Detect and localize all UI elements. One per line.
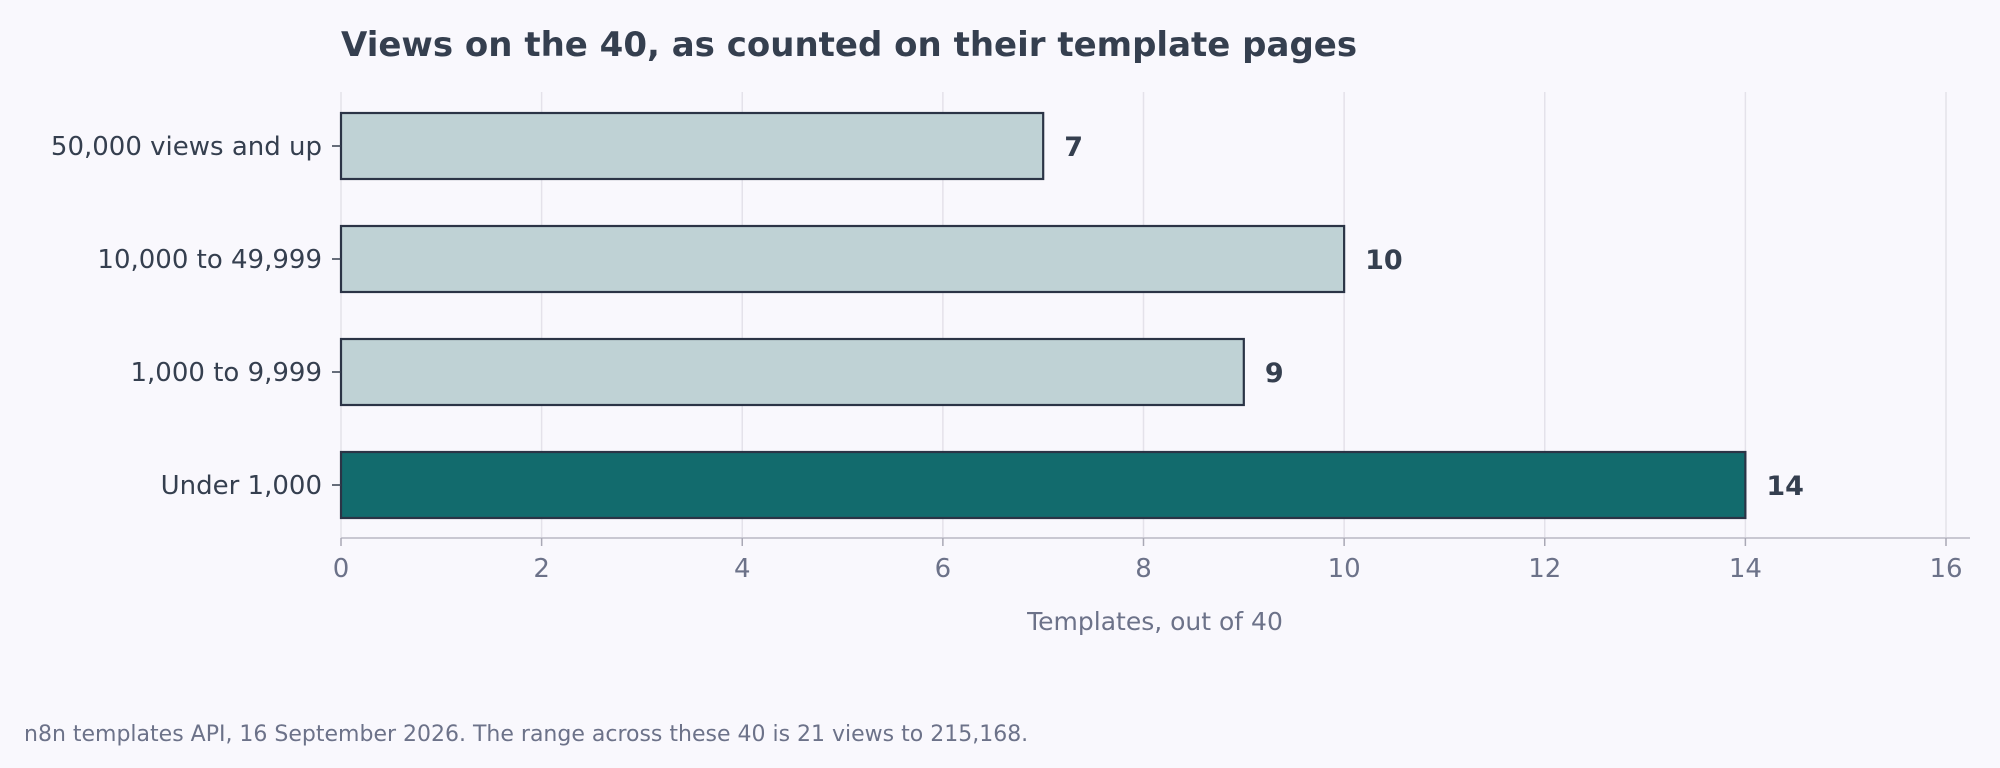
x-tick-label: 12 (1528, 554, 1561, 584)
bar (339, 111, 1045, 181)
chart-title: Views on the 40, as counted on their tem… (341, 25, 1357, 65)
bars (339, 111, 1747, 520)
bar (339, 224, 1346, 294)
x-axis: 0 2 4 6 8 10 12 14 16 (333, 537, 1970, 584)
bar (339, 450, 1747, 520)
x-tick-label: 8 (1135, 554, 1152, 584)
x-tick-label: 2 (533, 554, 550, 584)
x-axis-label: Templates, out of 40 (1026, 607, 1283, 636)
category-label: Under 1,000 (161, 471, 322, 501)
category-label: 1,000 to 9,999 (131, 358, 323, 388)
bar (339, 337, 1245, 407)
bar-value-label: 14 (1766, 471, 1804, 502)
bar-value-label: 9 (1265, 358, 1284, 389)
source-caption: n8n templates API, 16 September 2026. Th… (24, 722, 1028, 747)
value-labels: 7 10 9 14 (1064, 132, 1804, 502)
bar-value-label: 10 (1365, 245, 1403, 276)
x-tick-label: 4 (734, 554, 751, 584)
x-tick-label: 14 (1729, 554, 1762, 584)
x-tick-label: 0 (333, 554, 350, 584)
x-tick-label: 6 (935, 554, 952, 584)
bar-value-label: 7 (1064, 132, 1083, 163)
x-tick-label: 16 (1929, 554, 1962, 584)
category-label: 10,000 to 49,999 (97, 245, 322, 275)
x-tick-label: 10 (1328, 554, 1361, 584)
y-axis: 50,000 views and up 10,000 to 49,999 1,000… (51, 132, 341, 501)
category-label: 50,000 views and up (51, 132, 322, 162)
